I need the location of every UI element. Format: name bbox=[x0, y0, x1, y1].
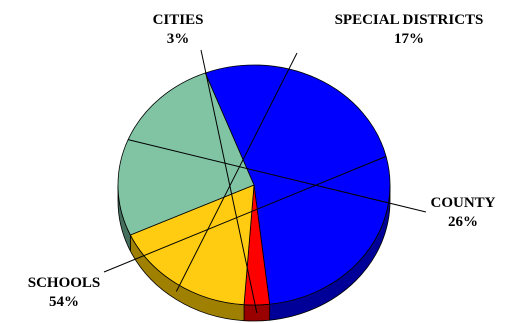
label-county-name: COUNTY bbox=[430, 195, 495, 211]
pie-slices bbox=[117, 64, 391, 306]
leader-lines bbox=[103, 49, 427, 314]
label-cities-name: CITIES bbox=[153, 12, 204, 28]
leader-line-special-districts bbox=[175, 52, 298, 292]
label-schools-name: SCHOOLS bbox=[28, 275, 101, 291]
leader-line-cities bbox=[200, 49, 258, 314]
label-cities-value: 3% bbox=[167, 31, 190, 47]
leader-line-schools bbox=[103, 155, 387, 273]
label-county-value: 26% bbox=[448, 214, 478, 230]
leader-line-county bbox=[127, 139, 427, 213]
label-schools-value: 54% bbox=[49, 294, 79, 310]
pie-slice-special-districts bbox=[129, 184, 255, 306]
label-special-districts-value: 17% bbox=[394, 31, 424, 47]
label-special-districts-name: SPECIAL DISTRICTS bbox=[335, 12, 484, 28]
